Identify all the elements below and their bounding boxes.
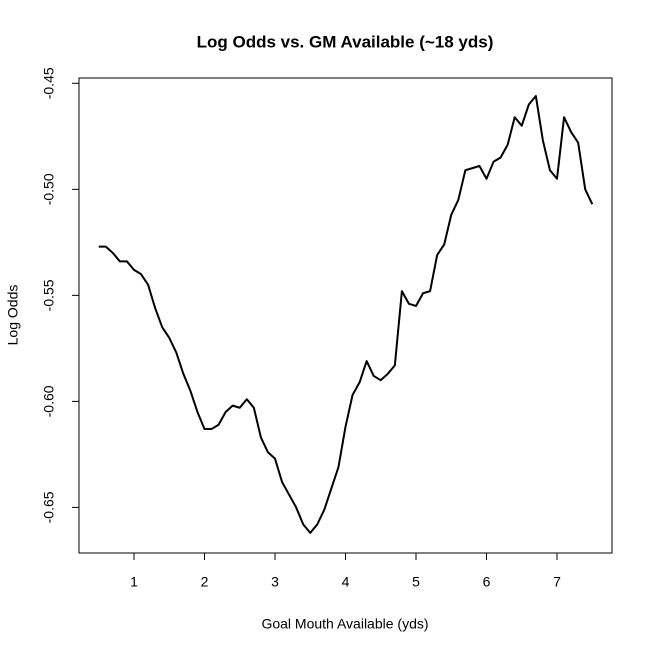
chart-title: Log Odds vs. GM Available (~18 yds): [197, 32, 494, 51]
y-axis-label: Log Odds: [5, 285, 21, 346]
x-axis-label: Goal Mouth Available (yds): [261, 616, 428, 632]
x-tick-label: 4: [342, 574, 350, 590]
y-tick-label: -0.65: [41, 491, 57, 523]
x-tick-label: 7: [553, 574, 561, 590]
y-tick-label: -0.60: [41, 385, 57, 417]
y-tick-label: -0.50: [41, 173, 57, 205]
data-line: [98, 95, 594, 534]
x-tick-label: 5: [412, 574, 420, 590]
x-tick-label: 2: [201, 574, 209, 590]
x-tick-label: 3: [271, 574, 279, 590]
y-tick-label: -0.55: [41, 279, 57, 311]
x-tick-label: 1: [130, 574, 138, 590]
y-tick-label: -0.45: [41, 67, 57, 99]
x-tick-label: 6: [483, 574, 491, 590]
